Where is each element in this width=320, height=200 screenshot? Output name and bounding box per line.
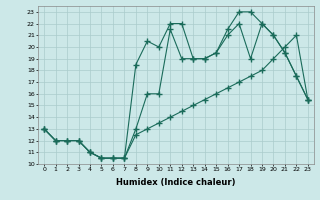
X-axis label: Humidex (Indice chaleur): Humidex (Indice chaleur): [116, 178, 236, 187]
